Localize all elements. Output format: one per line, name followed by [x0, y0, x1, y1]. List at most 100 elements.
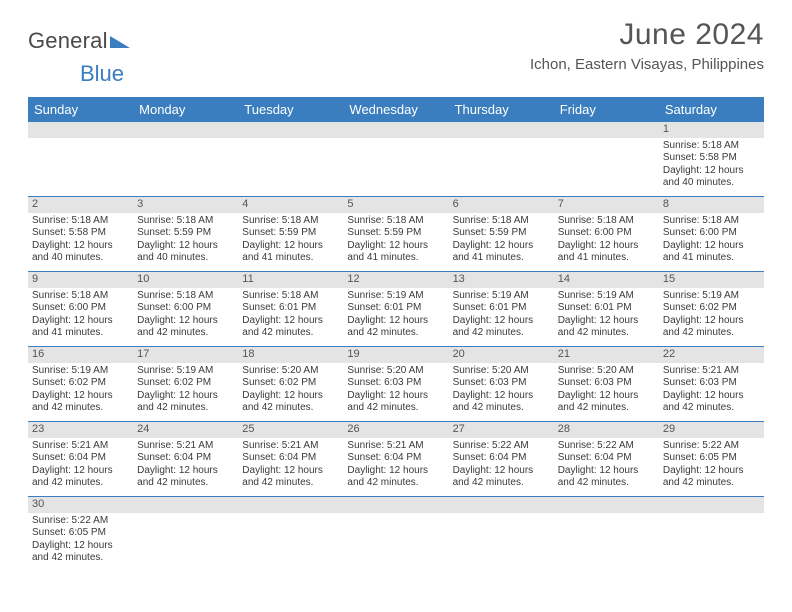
dow-saturday: Saturday — [659, 97, 764, 122]
day-detail-line: Daylight: 12 hours — [558, 465, 655, 478]
day-detail-line: Sunset: 6:04 PM — [453, 452, 550, 465]
day-number: 22 — [659, 347, 764, 363]
day-detail-line: Sunrise: 5:20 AM — [242, 365, 339, 378]
day-number: 15 — [659, 272, 764, 288]
day-detail-line: and 42 minutes. — [347, 477, 444, 490]
day-detail-line: and 42 minutes. — [137, 402, 234, 415]
dow-sunday: Sunday — [28, 97, 133, 122]
month-title: June 2024 — [530, 18, 764, 52]
day-detail-line: Daylight: 12 hours — [137, 390, 234, 403]
day-number — [133, 497, 238, 513]
day-number — [238, 122, 343, 138]
day-detail-line: Sunset: 6:03 PM — [453, 377, 550, 390]
calendar-cell: 26Sunrise: 5:21 AMSunset: 6:04 PMDayligh… — [343, 422, 448, 496]
calendar-cell: 18Sunrise: 5:20 AMSunset: 6:02 PMDayligh… — [238, 347, 343, 421]
day-detail-line: Sunset: 6:03 PM — [663, 377, 760, 390]
logo-text-general: General — [28, 28, 108, 54]
calendar-cell: 30Sunrise: 5:22 AMSunset: 6:05 PMDayligh… — [28, 497, 133, 571]
day-number: 14 — [554, 272, 659, 288]
day-number — [343, 122, 448, 138]
day-detail-line: Sunrise: 5:20 AM — [347, 365, 444, 378]
day-detail-line: Sunset: 6:00 PM — [558, 227, 655, 240]
day-number — [28, 122, 133, 138]
day-number: 3 — [133, 197, 238, 213]
day-detail-line: Sunrise: 5:18 AM — [242, 290, 339, 303]
day-detail-line: Daylight: 12 hours — [32, 540, 129, 553]
day-detail-line: Daylight: 12 hours — [32, 465, 129, 478]
calendar-cell: 8Sunrise: 5:18 AMSunset: 6:00 PMDaylight… — [659, 197, 764, 271]
day-number: 1 — [659, 122, 764, 138]
day-detail-line: Daylight: 12 hours — [242, 390, 339, 403]
calendar-cell: 19Sunrise: 5:20 AMSunset: 6:03 PMDayligh… — [343, 347, 448, 421]
calendar-week: 9Sunrise: 5:18 AMSunset: 6:00 PMDaylight… — [28, 272, 764, 347]
day-detail-line: Daylight: 12 hours — [347, 315, 444, 328]
day-detail-line: Sunrise: 5:18 AM — [137, 215, 234, 228]
day-detail-line: and 42 minutes. — [32, 552, 129, 565]
calendar-cell: 4Sunrise: 5:18 AMSunset: 5:59 PMDaylight… — [238, 197, 343, 271]
day-detail-line: Daylight: 12 hours — [32, 315, 129, 328]
day-detail-line: Sunrise: 5:18 AM — [32, 215, 129, 228]
day-detail-line: Sunrise: 5:21 AM — [32, 440, 129, 453]
day-detail-line: Daylight: 12 hours — [242, 465, 339, 478]
day-detail-line: Daylight: 12 hours — [663, 390, 760, 403]
calendar-cell: 28Sunrise: 5:22 AMSunset: 6:04 PMDayligh… — [554, 422, 659, 496]
calendar-week: 30Sunrise: 5:22 AMSunset: 6:05 PMDayligh… — [28, 497, 764, 571]
day-detail-line: Sunrise: 5:22 AM — [558, 440, 655, 453]
day-detail-line: Sunset: 5:58 PM — [32, 227, 129, 240]
day-detail-line: Sunset: 5:58 PM — [663, 152, 760, 165]
day-number: 8 — [659, 197, 764, 213]
day-detail-line: Daylight: 12 hours — [453, 240, 550, 253]
calendar-cell: 1Sunrise: 5:18 AMSunset: 5:58 PMDaylight… — [659, 122, 764, 196]
day-detail-line: Sunrise: 5:18 AM — [558, 215, 655, 228]
day-detail-line: Sunset: 6:00 PM — [663, 227, 760, 240]
day-detail-line: Daylight: 12 hours — [32, 240, 129, 253]
day-number: 9 — [28, 272, 133, 288]
day-detail-line: Sunset: 6:00 PM — [137, 302, 234, 315]
calendar-cell: 22Sunrise: 5:21 AMSunset: 6:03 PMDayligh… — [659, 347, 764, 421]
day-detail-line: Sunrise: 5:18 AM — [32, 290, 129, 303]
day-detail-line: Sunrise: 5:19 AM — [558, 290, 655, 303]
day-detail-line: Sunset: 6:01 PM — [242, 302, 339, 315]
calendar-cell: 11Sunrise: 5:18 AMSunset: 6:01 PMDayligh… — [238, 272, 343, 346]
calendar-cell-empty — [28, 122, 133, 196]
day-detail-line: and 42 minutes. — [242, 327, 339, 340]
day-detail-line: and 41 minutes. — [453, 252, 550, 265]
day-detail-line: and 42 minutes. — [663, 402, 760, 415]
day-detail-line: and 40 minutes. — [32, 252, 129, 265]
day-number: 23 — [28, 422, 133, 438]
day-detail-line: Sunset: 6:00 PM — [32, 302, 129, 315]
day-number: 16 — [28, 347, 133, 363]
calendar-cell-empty — [449, 497, 554, 571]
day-detail-line: Daylight: 12 hours — [137, 240, 234, 253]
location-text: Ichon, Eastern Visayas, Philippines — [530, 56, 764, 73]
day-detail-line: Sunset: 6:03 PM — [558, 377, 655, 390]
day-number: 30 — [28, 497, 133, 513]
calendar-cell-empty — [554, 497, 659, 571]
day-detail-line: Sunrise: 5:18 AM — [347, 215, 444, 228]
day-detail-line: Sunrise: 5:21 AM — [137, 440, 234, 453]
day-detail-line: and 42 minutes. — [558, 327, 655, 340]
day-number: 4 — [238, 197, 343, 213]
day-detail-line: and 42 minutes. — [558, 477, 655, 490]
day-detail-line: Sunrise: 5:22 AM — [453, 440, 550, 453]
calendar-cell: 13Sunrise: 5:19 AMSunset: 6:01 PMDayligh… — [449, 272, 554, 346]
day-detail-line: and 40 minutes. — [137, 252, 234, 265]
calendar-cell-empty — [554, 122, 659, 196]
day-number: 12 — [343, 272, 448, 288]
header-right: June 2024 Ichon, Eastern Visayas, Philip… — [530, 18, 764, 73]
day-detail-line: and 42 minutes. — [32, 402, 129, 415]
day-detail-line: and 42 minutes. — [663, 327, 760, 340]
day-detail-line: and 41 minutes. — [242, 252, 339, 265]
logo-triangle-icon — [110, 34, 130, 53]
day-detail-line: and 42 minutes. — [242, 402, 339, 415]
calendar-week: 16Sunrise: 5:19 AMSunset: 6:02 PMDayligh… — [28, 347, 764, 422]
day-detail-line: Sunset: 6:03 PM — [347, 377, 444, 390]
calendar: Sunday Monday Tuesday Wednesday Thursday… — [28, 97, 764, 571]
calendar-cell: 6Sunrise: 5:18 AMSunset: 5:59 PMDaylight… — [449, 197, 554, 271]
day-detail-line: Sunset: 6:02 PM — [663, 302, 760, 315]
day-number: 29 — [659, 422, 764, 438]
day-number: 11 — [238, 272, 343, 288]
day-detail-line: Daylight: 12 hours — [663, 165, 760, 178]
day-detail-line: and 41 minutes. — [558, 252, 655, 265]
day-detail-line: Sunset: 6:01 PM — [558, 302, 655, 315]
